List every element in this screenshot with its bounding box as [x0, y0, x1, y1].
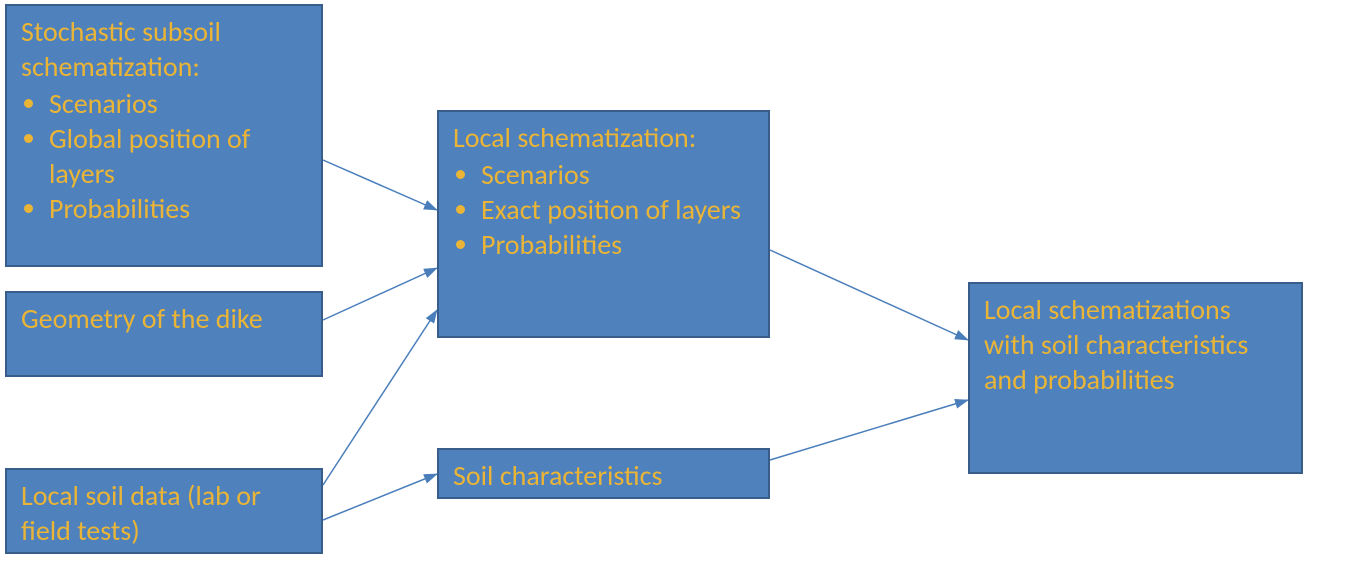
- node-n3: Local soil data (lab or field tests): [5, 468, 323, 554]
- node-title: Geometry of the dike: [21, 301, 307, 336]
- bullet-item: Probabilities: [49, 191, 307, 226]
- node-n4: Local schematization:ScenariosExact posi…: [437, 110, 770, 338]
- edge-5: [770, 400, 968, 460]
- edge-4: [770, 250, 968, 340]
- edge-1: [323, 268, 437, 320]
- node-title: Local schematizations with soil characte…: [984, 292, 1287, 397]
- node-n5: Soil characteristics: [437, 448, 770, 499]
- bullet-item: Scenarios: [481, 157, 754, 192]
- edge-2: [323, 310, 437, 485]
- bullet-item: Global position of layers: [49, 121, 307, 191]
- node-n1: Stochastic subsoil schematization:Scenar…: [5, 4, 323, 267]
- edge-3: [323, 474, 437, 520]
- bullet-item: Scenarios: [49, 86, 307, 121]
- node-bullets: ScenariosGlobal position of layersProbab…: [21, 86, 307, 226]
- node-title: Local soil data (lab or field tests): [21, 478, 307, 548]
- bullet-item: Exact position of layers: [481, 192, 754, 227]
- edge-0: [323, 160, 437, 210]
- node-title: Stochastic subsoil schematization:: [21, 14, 307, 84]
- node-bullets: ScenariosExact position of layersProbabi…: [453, 157, 754, 262]
- bullet-item: Probabilities: [481, 227, 754, 262]
- diagram-canvas: Stochastic subsoil schematization:Scenar…: [0, 0, 1357, 563]
- node-n6: Local schematizations with soil characte…: [968, 282, 1303, 474]
- node-n2: Geometry of the dike: [5, 291, 323, 377]
- node-title: Local schematization:: [453, 120, 754, 155]
- node-title: Soil characteristics: [453, 458, 754, 493]
